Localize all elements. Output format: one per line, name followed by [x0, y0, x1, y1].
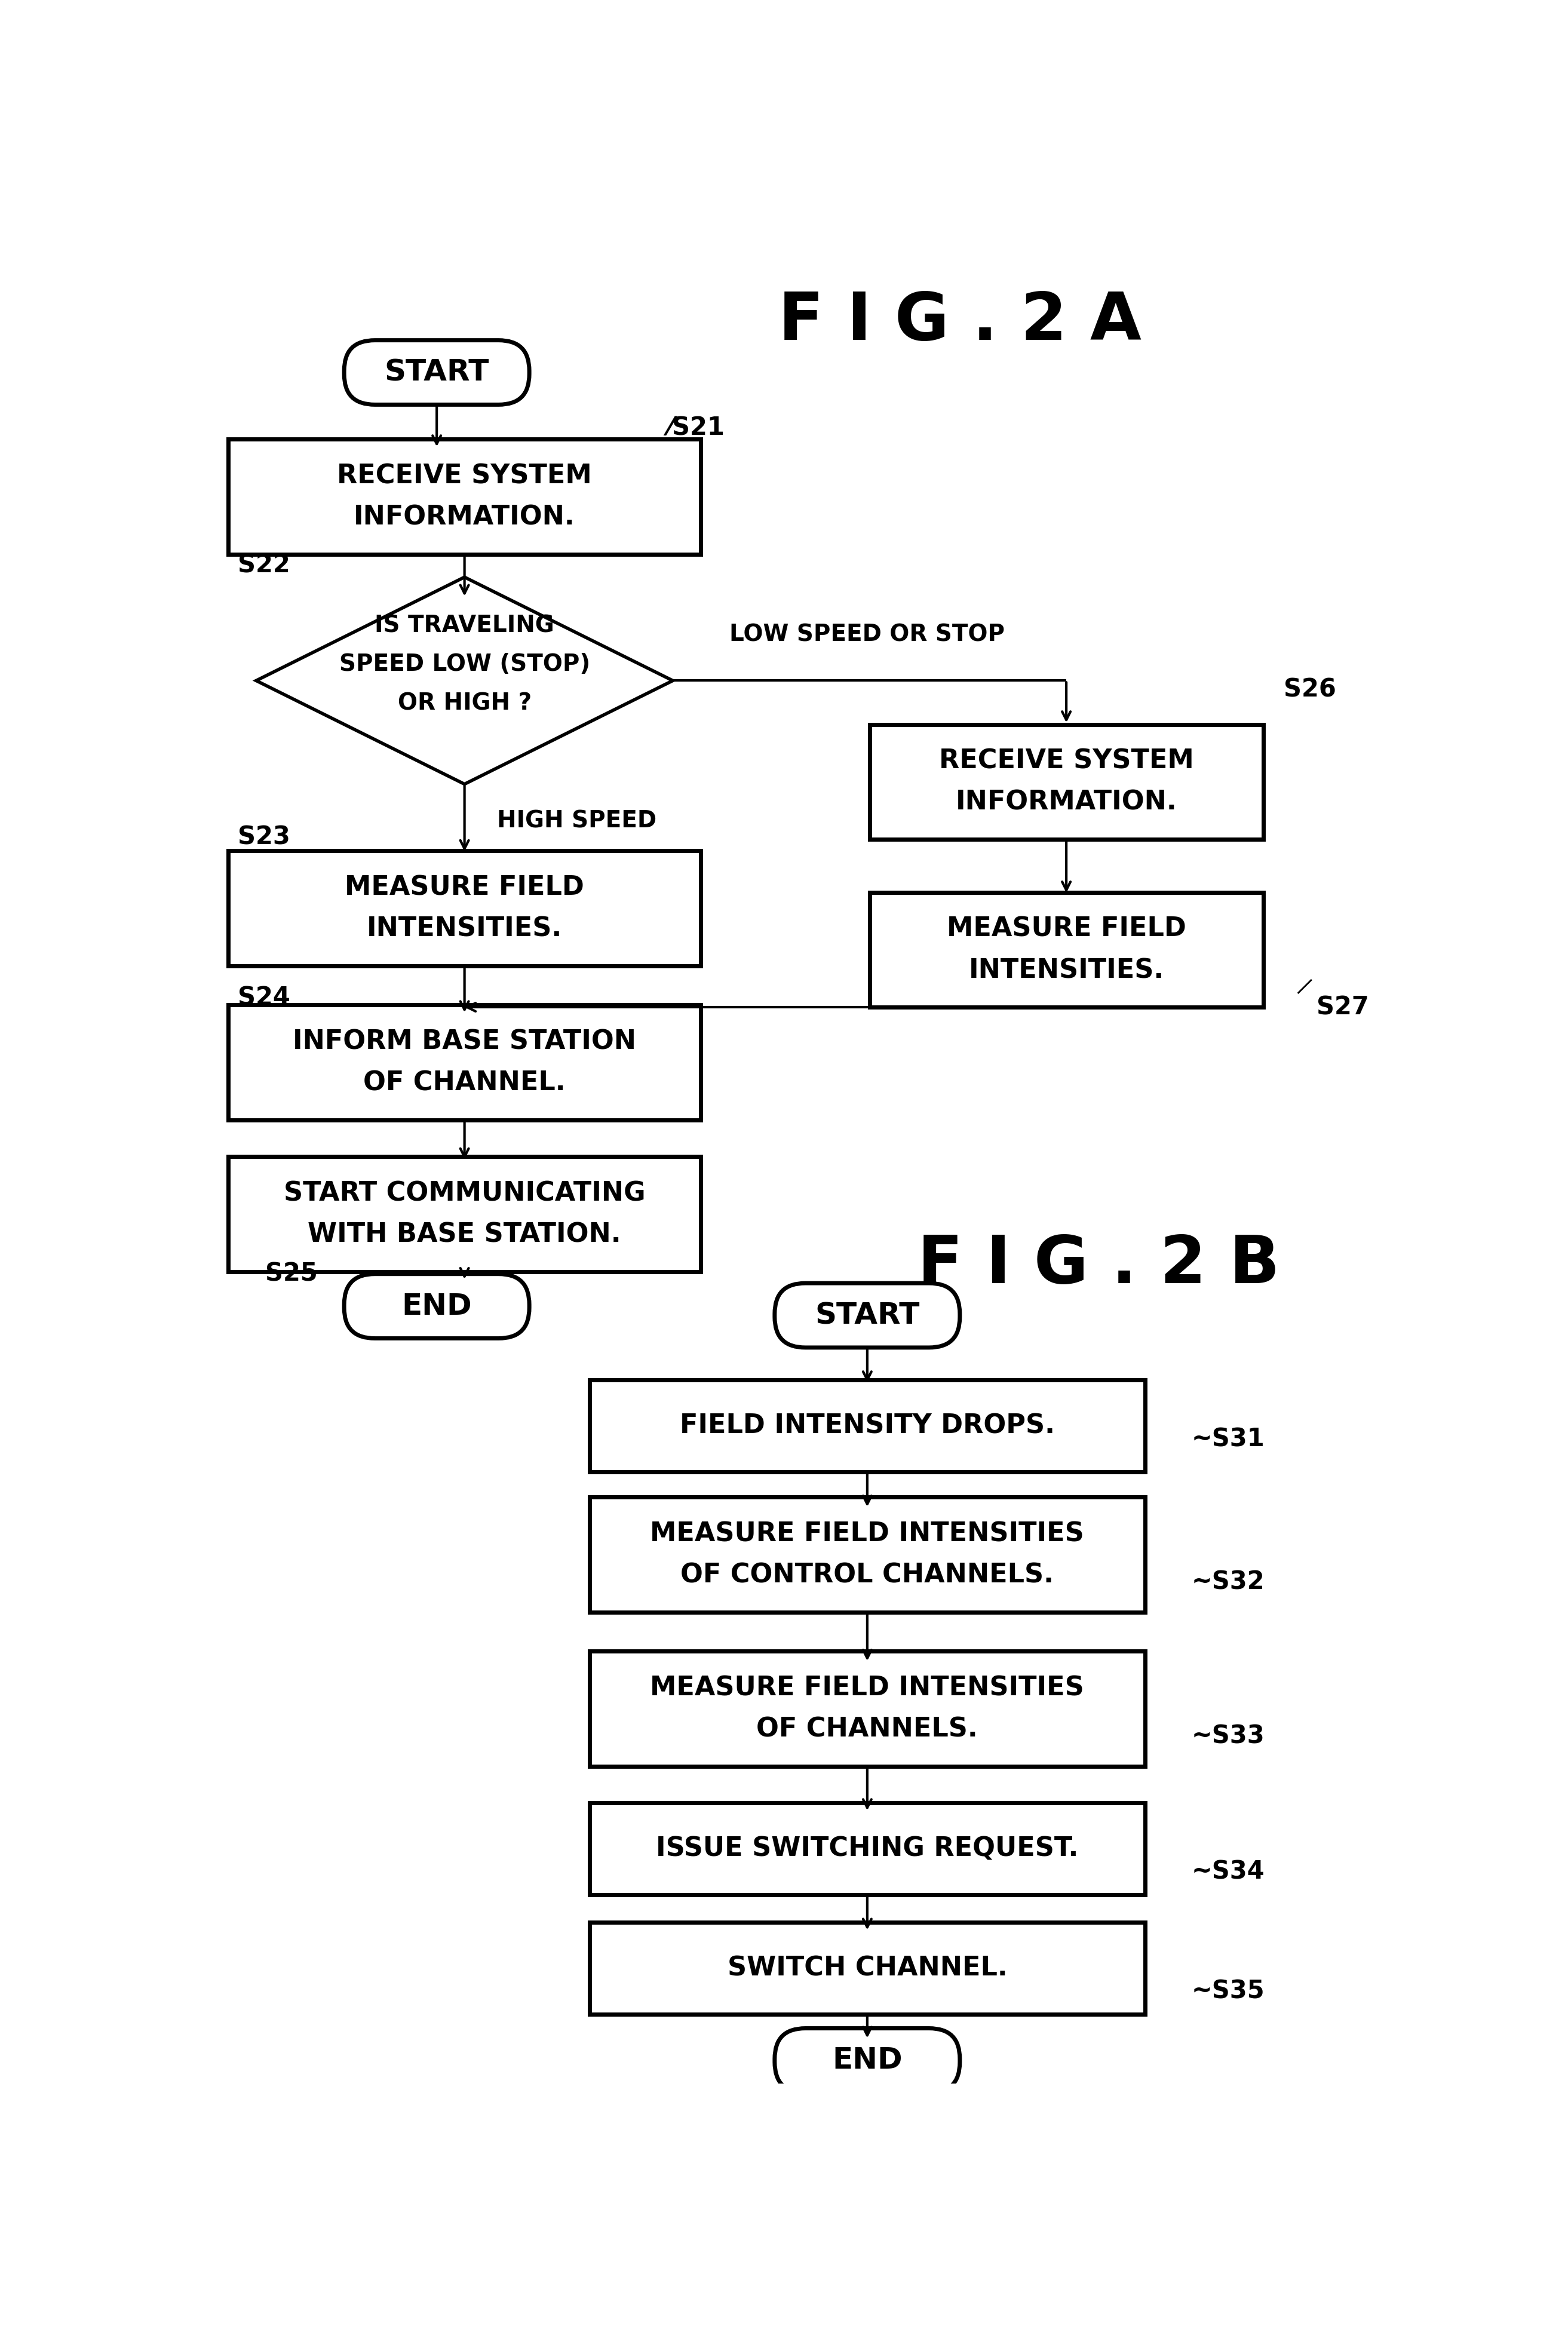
Text: ~S33: ~S33: [1192, 1723, 1265, 1749]
Text: ~S32: ~S32: [1192, 1568, 1264, 1594]
Bar: [590, 1650, 1145, 1765]
Text: MEASURE FIELD INTENSITIES: MEASURE FIELD INTENSITIES: [651, 1522, 1085, 1547]
Bar: [229, 850, 701, 967]
Text: INFORM BASE STATION: INFORM BASE STATION: [293, 1028, 637, 1053]
Text: HIGH SPEED: HIGH SPEED: [497, 810, 657, 833]
Text: ~S35: ~S35: [1192, 1978, 1264, 2004]
Bar: [590, 1496, 1145, 1613]
Text: OF CHANNEL.: OF CHANNEL.: [364, 1070, 566, 1096]
Text: LOW SPEED OR STOP: LOW SPEED OR STOP: [729, 623, 1005, 646]
Text: OF CHANNELS.: OF CHANNELS.: [756, 1716, 978, 1742]
Text: INTENSITIES.: INTENSITIES.: [367, 915, 563, 941]
Text: S22: S22: [238, 552, 290, 578]
Text: IS TRAVELING: IS TRAVELING: [375, 613, 555, 637]
Text: INTENSITIES.: INTENSITIES.: [969, 957, 1163, 983]
Text: RECEIVE SYSTEM: RECEIVE SYSTEM: [939, 749, 1193, 775]
Text: START COMMUNICATING: START COMMUNICATING: [284, 1180, 646, 1206]
Text: F I G . 2 B: F I G . 2 B: [917, 1234, 1279, 1297]
Text: ~S31: ~S31: [1192, 1428, 1265, 1451]
Text: MEASURE FIELD: MEASURE FIELD: [345, 876, 585, 901]
Text: ISSUE SWITCHING REQUEST.: ISSUE SWITCHING REQUEST.: [655, 1835, 1079, 1861]
Text: OF CONTROL CHANNELS.: OF CONTROL CHANNELS.: [681, 1561, 1054, 1587]
Bar: [590, 1922, 1145, 2016]
Text: SWITCH CHANNEL.: SWITCH CHANNEL.: [728, 1955, 1007, 1980]
Text: S26: S26: [1284, 677, 1336, 702]
Text: S24: S24: [238, 986, 290, 1011]
Text: WITH BASE STATION.: WITH BASE STATION.: [307, 1222, 621, 1248]
Text: ⁄S21: ⁄S21: [668, 414, 724, 440]
FancyBboxPatch shape: [343, 1274, 530, 1339]
Text: START: START: [815, 1302, 919, 1330]
Bar: [229, 440, 701, 555]
Bar: [870, 723, 1264, 840]
Bar: [590, 1803, 1145, 1894]
FancyBboxPatch shape: [343, 339, 530, 405]
Text: SPEED LOW (STOP): SPEED LOW (STOP): [339, 653, 590, 677]
Text: S25: S25: [265, 1262, 318, 1288]
Bar: [590, 1379, 1145, 1472]
Text: OR HIGH ?: OR HIGH ?: [398, 693, 532, 714]
Text: MEASURE FIELD INTENSITIES: MEASURE FIELD INTENSITIES: [651, 1676, 1085, 1702]
FancyBboxPatch shape: [775, 2027, 960, 2093]
FancyBboxPatch shape: [775, 1283, 960, 1348]
Text: RECEIVE SYSTEM: RECEIVE SYSTEM: [337, 464, 593, 489]
Bar: [229, 1004, 701, 1119]
Text: S27: S27: [1316, 995, 1369, 1021]
Text: S23: S23: [238, 824, 290, 850]
Bar: [870, 892, 1264, 1007]
Polygon shape: [256, 578, 673, 784]
Text: INFORMATION.: INFORMATION.: [955, 789, 1178, 815]
Text: START: START: [384, 358, 489, 386]
Text: MEASURE FIELD: MEASURE FIELD: [947, 915, 1185, 941]
Text: INFORMATION.: INFORMATION.: [354, 506, 575, 529]
Text: FIELD INTENSITY DROPS.: FIELD INTENSITY DROPS.: [679, 1414, 1055, 1440]
Text: END: END: [833, 2046, 903, 2074]
Bar: [229, 1156, 701, 1271]
Text: ~S34: ~S34: [1192, 1859, 1264, 1885]
Text: F I G . 2 A: F I G . 2 A: [778, 290, 1142, 353]
Text: END: END: [401, 1292, 472, 1320]
